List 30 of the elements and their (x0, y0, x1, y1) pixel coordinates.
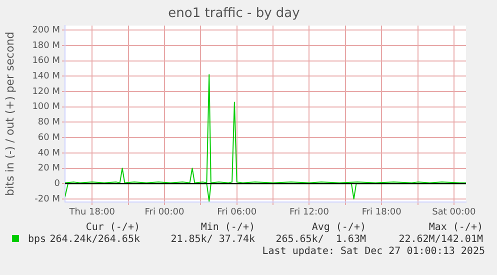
text: 264.24k/264.65k (50, 234, 140, 245)
text: Last update: Sat Dec 27 01:00:13 2025 (262, 246, 485, 257)
x-tick-label: Thu 18:00 (68, 208, 116, 218)
y-tick-label: 80 M (38, 118, 60, 128)
text: Max (-/+) (428, 222, 483, 233)
y-axis-title: bits in (-) / out (+) per second (3, 32, 16, 196)
x-tick-label: Fri 06:00 (217, 208, 257, 218)
x-tick-label: Fri 00:00 (144, 208, 185, 218)
text: Min (-/+) (200, 222, 255, 233)
text: Avg (-/+) (312, 222, 366, 233)
x-tick-label: Sat 00:00 (432, 208, 476, 218)
y-tick-label: 40 M (38, 148, 60, 158)
y-tick-label: 60 M (38, 132, 60, 143)
y-tick-label: 180 M (32, 40, 60, 51)
text: 22.62M/142.01M (398, 234, 483, 245)
y-tick-label: -20 M (34, 194, 60, 204)
y-tick-label: 20 M (38, 164, 60, 174)
y-tick-label: 100 M (32, 102, 60, 112)
y-tick-label: 160 M (32, 56, 60, 66)
y-tick-label: 0 (54, 178, 60, 189)
text: 21.85k/ 37.74k (170, 234, 255, 245)
x-tick-label: Fri 18:00 (362, 208, 402, 218)
x-tick-label: Fri 12:00 (289, 208, 330, 218)
text: 265.65k/ 1.63M (276, 234, 366, 245)
y-tick-label: 200 M (32, 26, 60, 36)
y-tick-label: 120 M (32, 86, 60, 97)
chart-title: eno1 traffic - by day (168, 6, 300, 22)
y-tick-label: 140 M (32, 72, 60, 82)
text: Cur (-/+) (86, 222, 140, 233)
legend-label: bps (27, 234, 46, 245)
